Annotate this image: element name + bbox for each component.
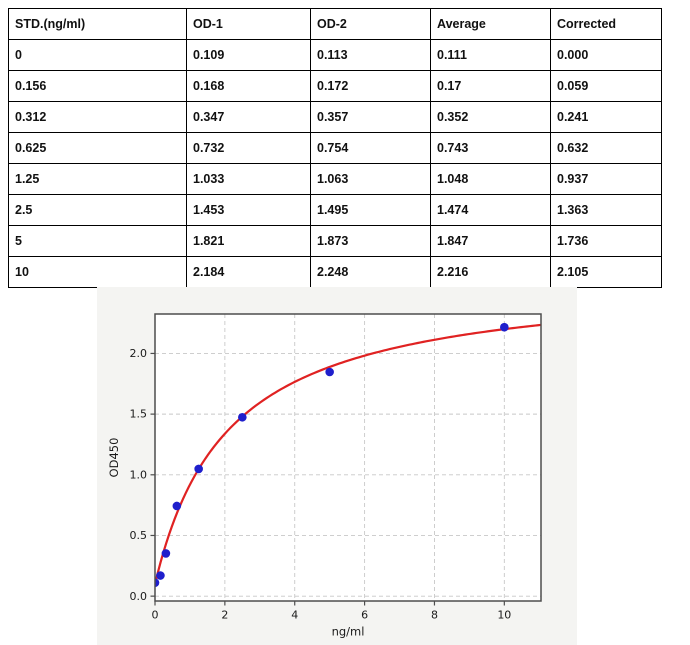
table-row: 0.312 0.347 0.357 0.352 0.241: [8, 101, 662, 133]
data-point: [194, 464, 203, 474]
column-header: STD.(ng/ml): [8, 8, 187, 40]
y-tick-label: 0.0: [130, 590, 148, 603]
table-cell: 0.156: [8, 70, 187, 102]
plot-area: [155, 314, 541, 601]
y-tick-label: 1.0: [130, 468, 148, 481]
table-cell: 0.312: [8, 101, 187, 133]
data-points: [155, 322, 509, 587]
table-cell: 0.241: [550, 101, 662, 133]
y-tick-label: 2.0: [130, 347, 148, 360]
standards-table: STD.(ng/ml) OD-1 OD-2 Average Corrected 0 0.1…: [8, 8, 662, 288]
x-tick-label: 2: [221, 609, 228, 622]
data-point: [500, 322, 509, 332]
table-cell: 1.821: [186, 225, 311, 257]
fit-curve: [155, 323, 541, 585]
table-cell: 1.495: [310, 194, 431, 226]
table-cell: 1.363: [550, 194, 662, 226]
column-header: OD-2: [310, 8, 431, 40]
table-cell: 0.632: [550, 132, 662, 164]
table-cell: 1.873: [310, 225, 431, 257]
table-row: 0.156 0.168 0.172 0.17 0.059: [8, 70, 662, 102]
table-cell: 1.25: [8, 163, 187, 195]
y-axis-label: OD450: [107, 438, 121, 478]
table-cell: 0.352: [430, 101, 551, 133]
table-cell: 0: [8, 39, 187, 71]
table-row: 10 2.184 2.248 2.216 2.105: [8, 256, 662, 288]
table-cell: 5: [8, 225, 187, 257]
column-header: OD-1: [186, 8, 311, 40]
table-cell: 1.474: [430, 194, 551, 226]
table-cell: 2.216: [430, 256, 551, 288]
table-row: 2.5 1.453 1.495 1.474 1.363: [8, 194, 662, 226]
table-cell: 0.113: [310, 39, 431, 71]
table-cell: 1.063: [310, 163, 431, 195]
table-cell: 1.033: [186, 163, 311, 195]
x-tick-label: 10: [497, 609, 511, 622]
table-cell: 0.168: [186, 70, 311, 102]
table-cell: 2.5: [8, 194, 187, 226]
column-header: Average: [430, 8, 551, 40]
table-cell: 0.625: [8, 132, 187, 164]
data-point: [172, 501, 182, 511]
table-cell: 0.059: [550, 70, 662, 102]
table-row: 1.25 1.033 1.063 1.048 0.937: [8, 163, 662, 195]
table-cell: 0.743: [430, 132, 551, 164]
table-cell: 1.453: [186, 194, 311, 226]
table-cell: 1.847: [430, 225, 551, 257]
table-cell: 1.736: [550, 225, 662, 257]
table-cell: 2.105: [550, 256, 662, 288]
table-cell: 0.754: [310, 132, 431, 164]
standard-curve-chart: 0 2 4 6 8 10 0.0 0.5 1.0 1.5 2.0 ng/ml OD450: [97, 287, 577, 645]
table-cell: 2.184: [186, 256, 311, 288]
x-tick-label: 8: [431, 609, 438, 622]
table-row: 5 1.821 1.873 1.847 1.736: [8, 225, 662, 257]
x-tick-label: 6: [361, 609, 368, 622]
table-cell: 1.048: [430, 163, 551, 195]
y-tick-label: 0.5: [130, 529, 148, 542]
table-cell: 0.347: [186, 101, 311, 133]
table-row: 0.625 0.732 0.754 0.743 0.632: [8, 132, 662, 164]
y-tick-label: 1.5: [130, 408, 148, 421]
table-cell: 0.000: [550, 39, 662, 71]
data-point: [238, 412, 247, 422]
table-row: 0 0.109 0.113 0.111 0.000: [8, 39, 662, 71]
column-header: Corrected: [550, 8, 662, 40]
table-cell: 10: [8, 256, 187, 288]
x-tick-label: 4: [291, 609, 298, 622]
data-point: [161, 549, 171, 558]
table-cell: 0.109: [186, 39, 311, 71]
table-cell: 0.732: [186, 132, 311, 164]
x-tick-label: 0: [152, 609, 159, 622]
x-axis-label: ng/ml: [332, 625, 365, 639]
table-header-row: STD.(ng/ml) OD-1 OD-2 Average Corrected: [8, 8, 662, 40]
table-cell: 0.357: [310, 101, 431, 133]
table-cell: 0.937: [550, 163, 662, 195]
data-point: [325, 367, 334, 377]
data-point: [156, 571, 165, 580]
data-point: [155, 578, 160, 587]
plot-border: [154, 313, 542, 602]
standard-curve-plot: 0 2 4 6 8 10 0.0 0.5 1.0 1.5 2.0 ng/ml OD450: [107, 313, 542, 639]
table-cell: 0.111: [430, 39, 551, 71]
table-cell: 0.17: [430, 70, 551, 102]
table-cell: 0.172: [310, 70, 431, 102]
table-cell: 2.248: [310, 256, 431, 288]
